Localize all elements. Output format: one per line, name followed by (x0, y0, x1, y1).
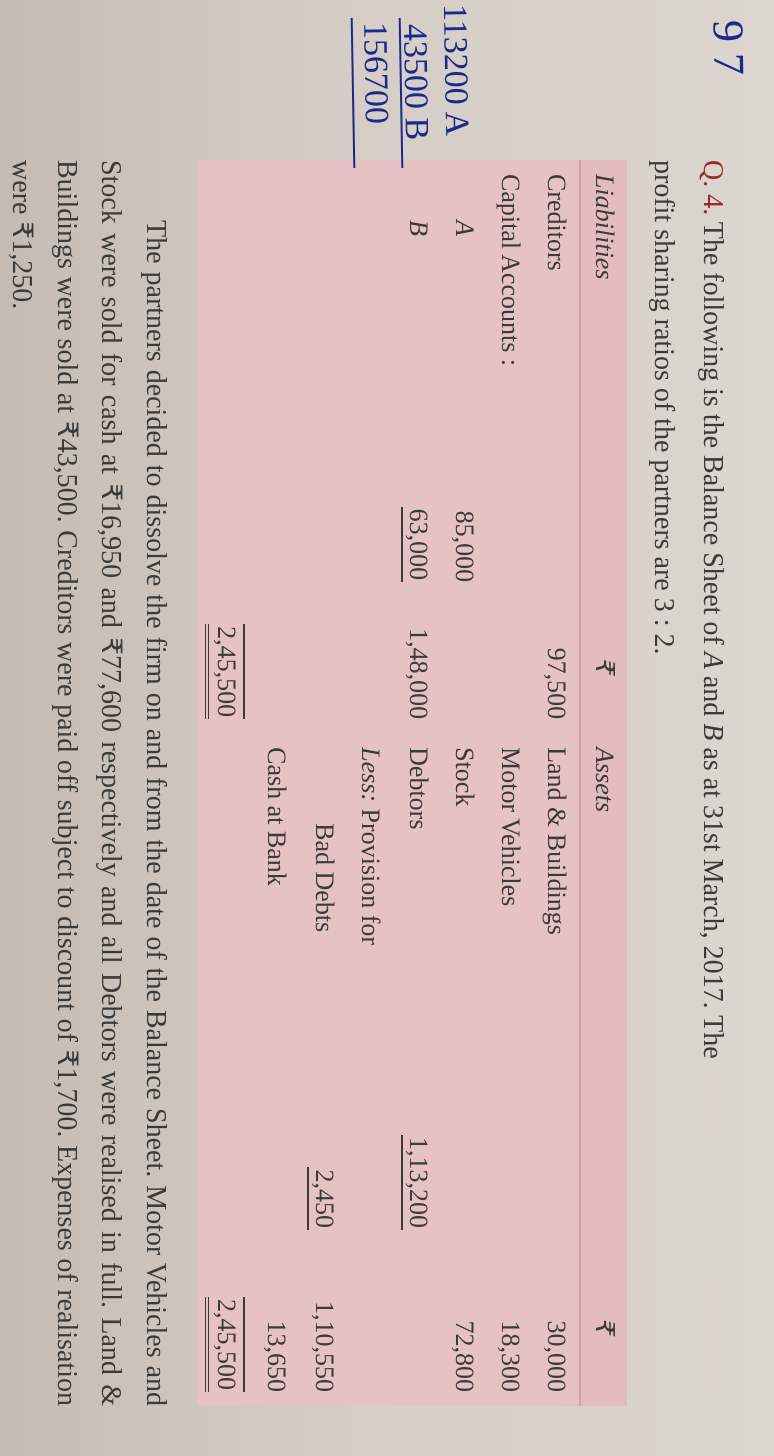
question-line-2: profit sharing ratios of the partners ar… (641, 160, 684, 1406)
cell-cap-a: A (441, 160, 487, 459)
th-rs-1: ₹ (580, 596, 627, 733)
table-header-row: Liabilities ₹ Assets ₹ (580, 160, 627, 1406)
party-a: A (697, 652, 728, 669)
cell-stock-amt: 72,800 (441, 1244, 487, 1406)
hw-rule1 (399, 18, 404, 168)
cell-cash-amt: 13,650 (253, 1244, 299, 1406)
cell-less-prov: Less: Provision for (347, 733, 393, 1082)
cell-creditors: Creditors (533, 160, 580, 459)
table-row: A 85,000 Stock 72,800 (441, 160, 487, 1406)
th-assets: Assets (580, 733, 627, 1082)
th-liabilities: Liabilities (580, 160, 627, 459)
cell-liab-total: 2,45,500 (197, 596, 253, 733)
cell-debtors-net: 1,10,550 (299, 1244, 347, 1406)
cell-land: Land & Buildings (533, 733, 580, 1082)
cell-motor-amt: 18,300 (487, 1244, 533, 1406)
cell-cap-b-inner: 63,000 (393, 459, 441, 596)
cell-cap-total: 1,48,000 (393, 596, 441, 733)
cell-assets-total: 2,45,500 (197, 1244, 253, 1406)
table-row-total: 2,45,500 2,45,500 (197, 160, 253, 1406)
table-row: Capital Accounts : Motor Vehicles 18,300 (487, 160, 533, 1406)
cell-land-amt: 30,000 (533, 1244, 580, 1406)
paragraph: The partners decided to dissolve the fir… (0, 160, 177, 1406)
hw-a: 113200 A (435, 4, 475, 137)
para-l4: ₹43,500. Creditors were paid off subject… (51, 421, 82, 1406)
table-row: B 63,000 1,48,000 Debtors 1,13,200 (393, 160, 441, 1406)
cell-motor: Motor Vehicles (487, 733, 533, 1082)
hw-sum: 156700 (355, 22, 395, 125)
cell-cap-b: B (393, 160, 441, 459)
cell-cap-a-inner: 85,000 (441, 459, 487, 596)
cell-prov-inner: 2,450 (299, 1082, 347, 1244)
table-row: Creditors 97,500 Land & Buildings 30,000 (533, 160, 580, 1406)
hw-margin: 9 7 (703, 20, 755, 76)
cell-stock: Stock (441, 733, 487, 1082)
cell-capital-label: Capital Accounts : (487, 160, 533, 459)
hw-rule2 (351, 18, 356, 168)
question-line-1: Q. 4. The following is the Balance Sheet… (691, 160, 734, 1406)
q-text-1b: and (697, 669, 728, 723)
para-l1: The partners decided to dissolve the fir… (140, 220, 171, 1100)
balance-sheet-table: Liabilities ₹ Assets ₹ Creditors 97,500 … (197, 160, 627, 1406)
cell-cash: Cash at Bank (253, 733, 299, 1082)
cell-debtors-inner: 1,13,200 (393, 1082, 441, 1244)
q-text-1c: as at 31st March, 2017. The (697, 740, 728, 1058)
cell-debtors: Debtors (393, 733, 441, 1082)
para-l5: were ₹1,250. (6, 160, 37, 309)
cell-creditors-amt: 97,500 (533, 596, 580, 733)
table-row: Bad Debts 2,450 1,10,550 (299, 160, 347, 1406)
th-rs-2: ₹ (580, 1244, 627, 1406)
cell-bad-debts: Bad Debts (299, 733, 347, 1082)
table-row: Less: Provision for (347, 160, 393, 1406)
q-text-1a: The following is the Balance Sheet of (697, 222, 728, 652)
hw-b: 43500 B (395, 24, 435, 141)
party-b: B (697, 723, 728, 740)
question-number: Q. 4. (697, 160, 728, 215)
table-row: Cash at Bank 13,650 (253, 160, 299, 1406)
page-content: 9 7 113200 A 43500 B 156700 Q. 4. The fo… (0, 0, 774, 1456)
